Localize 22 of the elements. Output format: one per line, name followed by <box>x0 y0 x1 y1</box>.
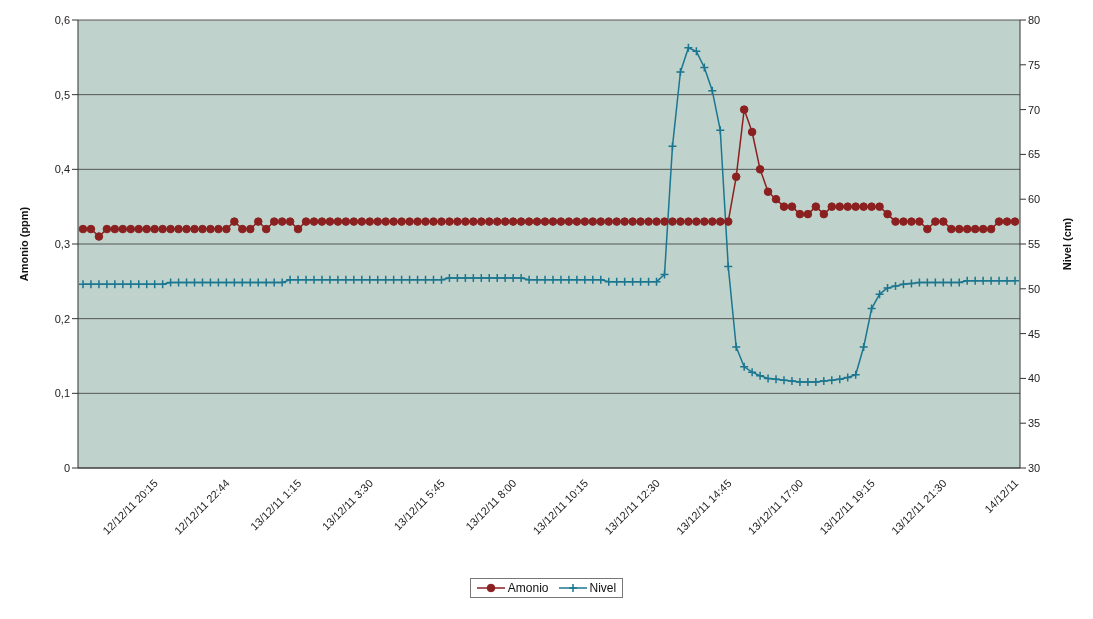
y2-tick-label: 70 <box>1028 103 1041 116</box>
y-tick-label: 0 <box>63 461 70 474</box>
y2-tick-label: 75 <box>1028 58 1041 71</box>
y2-tick-label: 80 <box>1028 13 1041 26</box>
y-tick-label: 0,4 <box>54 163 70 176</box>
y2-tick-label: 60 <box>1028 193 1041 206</box>
y2-tick-label: 55 <box>1028 237 1041 250</box>
y2-tick-label: 65 <box>1028 148 1041 161</box>
y2-axis-title: Nivel (cm) <box>1060 217 1073 271</box>
y-tick-label: 0,5 <box>54 88 70 101</box>
y-tick-label: 0,2 <box>54 312 70 325</box>
legend-label: Amonio <box>507 581 549 595</box>
y2-tick-label: 35 <box>1028 417 1041 430</box>
y-tick-label: 0,6 <box>54 13 70 26</box>
legend-label: Nivel <box>589 581 617 595</box>
y-axis-title: Amonio (ppm) <box>17 206 30 282</box>
y2-tick-label: 45 <box>1028 327 1041 340</box>
y2-tick-label: 30 <box>1028 461 1041 474</box>
y2-tick-label: 40 <box>1028 372 1041 385</box>
y-tick-label: 0,3 <box>54 237 70 250</box>
y-tick-label: 0,1 <box>54 387 70 400</box>
y2-tick-label: 50 <box>1028 282 1041 295</box>
